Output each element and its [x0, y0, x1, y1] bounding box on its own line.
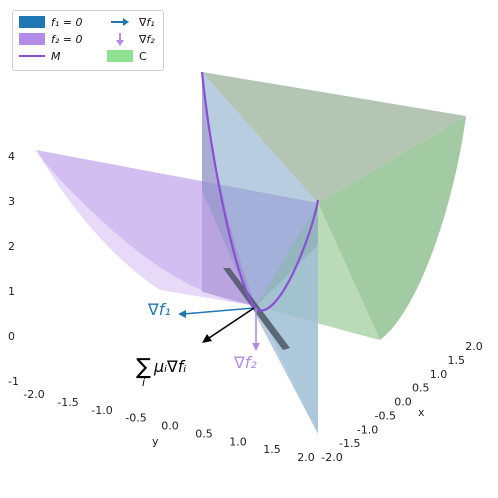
legend-f1-label: f₁ = 0	[51, 15, 83, 29]
legend-f1: f₁ = 0	[19, 15, 83, 29]
x-tick-8: 2.0	[465, 340, 483, 353]
grad-f1-label: ∇f₁	[147, 300, 171, 319]
x-tick-7: 1.5	[448, 354, 466, 367]
grad-f2-label: ∇f₂	[233, 353, 257, 372]
legend-manifold: M	[19, 49, 61, 63]
x-axis-ticks: -2.0-1.5-1.0-0.50.00.51.01.52.0	[321, 340, 482, 464]
sum-symbol: ∑	[136, 355, 151, 380]
grad-f2-arrowhead	[252, 343, 260, 351]
z-tick-4: 0	[8, 330, 15, 343]
z-tick-5: -1	[8, 375, 19, 388]
x-tick-0: -2.0	[321, 451, 342, 464]
z-tick-1: 3	[8, 195, 15, 208]
legend-c-swatch	[107, 50, 133, 62]
legend-c-label: C	[139, 49, 147, 63]
surfaces-group	[36, 72, 466, 434]
grad-f1-arrow	[182, 307, 255, 315]
sum-body: μᵢ∇fᵢ	[153, 357, 186, 376]
legend-f2: f₂ = 0	[19, 32, 83, 46]
y-tick-2: -1.0	[91, 404, 112, 417]
z-tick-3: 1	[8, 285, 15, 298]
legend-grad-f1-label: ∇f₁	[139, 15, 155, 29]
y-axis-ticks: -2.0 -1.5 -1.0 -0.5 0.0 0.5 1.0 1.5 2.0	[23, 388, 314, 464]
legend-manifold-line	[19, 50, 45, 62]
legend-f2-swatch	[19, 33, 45, 45]
x-tick-1: -1.5	[339, 437, 360, 450]
y-tick-0: -2.0	[23, 388, 44, 401]
x-axis-label: x	[418, 406, 425, 419]
c-surface-back	[202, 72, 466, 203]
z-tick-0: 4	[8, 150, 15, 163]
y-tick-3: -0.5	[125, 412, 146, 425]
vectors-group	[178, 307, 260, 351]
legend-c: C	[107, 49, 147, 63]
x-tick-4: 0.0	[394, 396, 412, 409]
c-surface-right	[318, 116, 466, 340]
legend-grad-f2-label: ∇f₂	[139, 32, 155, 46]
y-axis-label: y	[152, 435, 159, 448]
y-tick-4: 0.0	[161, 420, 179, 433]
y-tick-7: 1.5	[263, 443, 281, 456]
z-tick-2: 2	[8, 240, 15, 253]
legend-f2-label: f₂ = 0	[51, 32, 83, 46]
y-tick-1: -1.5	[57, 396, 78, 409]
sum-arrow	[205, 307, 255, 341]
x-tick-2: -1.0	[357, 423, 378, 436]
legend-grad-f2: ∇f₂	[107, 32, 155, 46]
y-tick-8: 2.0	[297, 451, 315, 464]
x-tick-6: 1.0	[430, 368, 448, 381]
legend-grad-f1: ∇f₁	[107, 15, 155, 29]
legend-manifold-label: M	[51, 49, 61, 63]
legend-f1-swatch	[19, 16, 45, 28]
x-tick-5: 0.5	[412, 382, 430, 395]
legend-grad-f2-arrow	[107, 33, 133, 46]
x-tick-3: -0.5	[375, 409, 396, 422]
f1-surface-lower	[256, 245, 318, 434]
sum-arrowhead	[202, 334, 212, 343]
f2-surface-overlay	[202, 72, 256, 306]
y-tick-6: 1.0	[229, 435, 247, 448]
y-tick-5: 0.5	[195, 427, 213, 440]
sum-subscript: i	[142, 376, 145, 389]
legend-grad-f1-arrow	[107, 16, 133, 28]
legend: f₁ = 0 f₂ = 0 M ∇f₁ ∇f₂ C	[12, 10, 164, 71]
grad-f1-arrowhead	[178, 310, 186, 318]
z-axis-ticks: 4 3 2 1 0 -1	[8, 150, 19, 388]
